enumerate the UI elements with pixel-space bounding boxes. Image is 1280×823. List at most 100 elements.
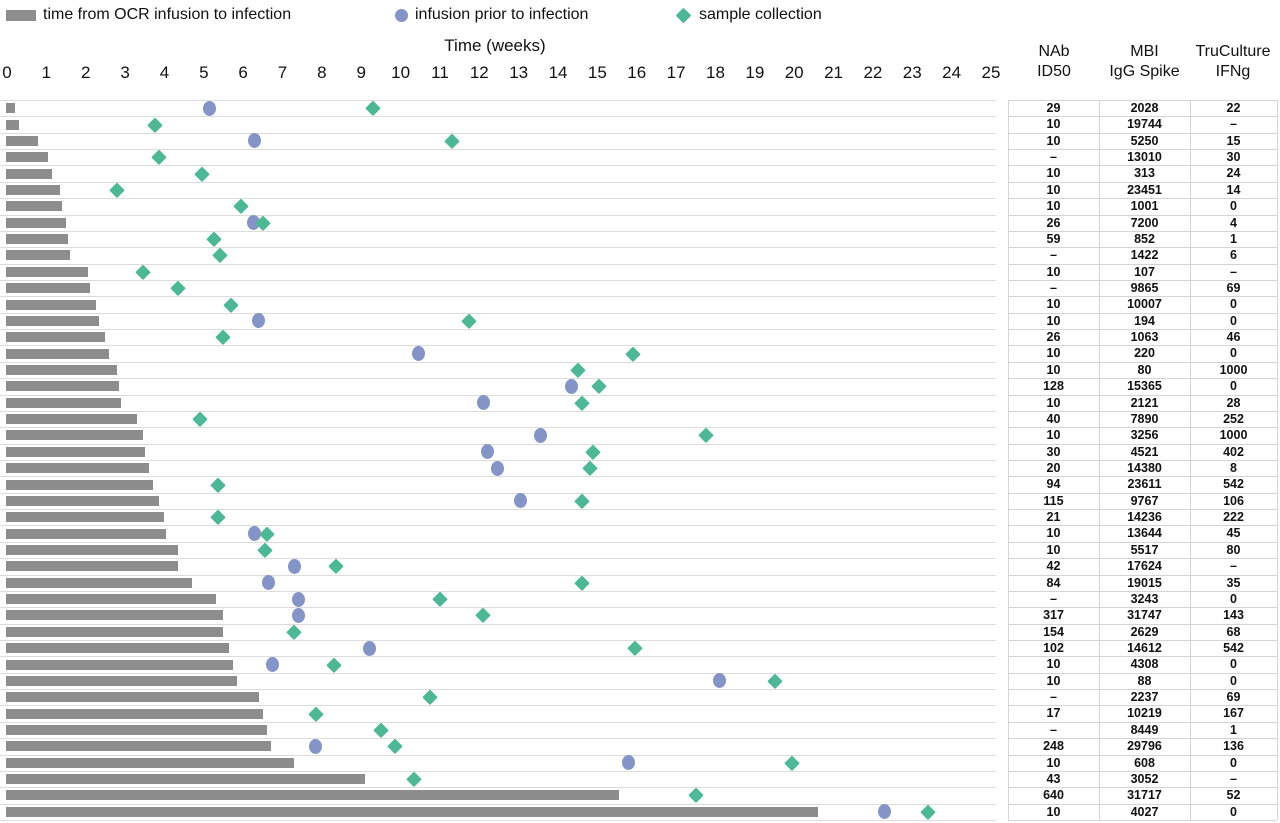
x-tick-4: 4 bbox=[159, 63, 170, 82]
truculture-ifng-value: 69 bbox=[1226, 281, 1241, 295]
table-row-line bbox=[1008, 721, 1277, 723]
gridline bbox=[0, 280, 996, 281]
sample-marker bbox=[570, 362, 586, 378]
mbi-igg-spike-value: 15365 bbox=[1127, 379, 1162, 394]
gridline bbox=[0, 705, 996, 707]
mbi-igg-spike-value: 10007 bbox=[1127, 297, 1162, 312]
sample-marker bbox=[326, 657, 342, 672]
sample-marker bbox=[135, 264, 151, 280]
gridline bbox=[0, 476, 996, 478]
nab-id50-value: 10 bbox=[1046, 755, 1061, 770]
mbi-igg-spike-value: 19015 bbox=[1127, 575, 1162, 590]
gridline bbox=[0, 738, 996, 740]
x-tick-24: 24 bbox=[942, 63, 962, 82]
nab-id50-value: 94 bbox=[1046, 477, 1061, 492]
bar-time-to-infection bbox=[6, 479, 153, 490]
truculture-ifng-value: 1000 bbox=[1219, 428, 1248, 443]
bar-time-to-infection bbox=[6, 659, 234, 670]
table-row-line bbox=[1008, 689, 1277, 691]
gridline bbox=[0, 116, 996, 118]
mbi-igg-spike-value: 4521 bbox=[1130, 444, 1159, 459]
table-row-line bbox=[1008, 607, 1277, 609]
table-header-mbi-igg-spike: MBI IgG Spike bbox=[1109, 43, 1180, 80]
gridline bbox=[0, 656, 996, 658]
sample-marker bbox=[582, 460, 597, 476]
nab-id50-value: 59 bbox=[1046, 231, 1061, 246]
mbi-igg-spike-value: 19744 bbox=[1127, 117, 1162, 132]
table-row-line bbox=[1008, 754, 1277, 756]
table-row-line bbox=[1008, 820, 1277, 822]
mbi-igg-spike-value: 852 bbox=[1134, 231, 1155, 246]
mbi-igg-spike-value: 2121 bbox=[1130, 395, 1159, 410]
gridline bbox=[0, 329, 996, 331]
table-row-line bbox=[1008, 329, 1277, 331]
nab-id50-value: – bbox=[1050, 690, 1057, 705]
gridline bbox=[0, 214, 996, 216]
table-row-line bbox=[1008, 230, 1277, 232]
table-row-line bbox=[1008, 247, 1277, 249]
legend-label-sample: sample collection bbox=[699, 6, 822, 23]
table-row-line bbox=[1008, 476, 1277, 478]
bar-time-to-infection bbox=[6, 266, 88, 277]
x-tick-18: 18 bbox=[706, 63, 725, 82]
sample-marker bbox=[475, 608, 491, 623]
bar-time-to-infection bbox=[6, 577, 192, 588]
nab-id50-value: 30 bbox=[1046, 444, 1061, 459]
truculture-ifng-value: 222 bbox=[1223, 510, 1244, 525]
table-header-nab-id50: NAb ID50 bbox=[1037, 43, 1071, 80]
truculture-ifng-value: 0 bbox=[1230, 297, 1237, 312]
truculture-ifng-value: 22 bbox=[1226, 101, 1241, 115]
bar-time-to-infection bbox=[6, 594, 216, 605]
sample-marker bbox=[586, 444, 601, 460]
nab-id50-value: – bbox=[1050, 591, 1057, 606]
gridline bbox=[0, 492, 996, 494]
bar-time-to-infection bbox=[6, 299, 96, 310]
truculture-ifng-value: 45 bbox=[1226, 526, 1241, 541]
truculture-ifng-value: 1 bbox=[1230, 722, 1237, 737]
mbi-igg-spike-value: 608 bbox=[1134, 755, 1155, 770]
gridline bbox=[0, 181, 996, 183]
infusion-marker bbox=[248, 526, 262, 542]
truculture-ifng-value: 15 bbox=[1226, 133, 1241, 148]
gridline bbox=[0, 427, 996, 429]
table-row-line bbox=[1008, 427, 1277, 429]
nab-id50-value: 84 bbox=[1046, 575, 1061, 590]
truculture-ifng-value: 68 bbox=[1226, 624, 1241, 639]
sample-marker bbox=[109, 182, 125, 198]
mbi-igg-spike-value: 31717 bbox=[1127, 788, 1162, 803]
nab-id50-value: 20 bbox=[1046, 461, 1061, 475]
sample-marker bbox=[216, 329, 231, 345]
sample-marker bbox=[698, 428, 714, 443]
nab-id50-value: 10 bbox=[1046, 428, 1061, 443]
x-tick-6: 6 bbox=[238, 63, 248, 82]
table-row-line bbox=[1008, 623, 1277, 625]
sample-marker bbox=[151, 149, 166, 165]
mbi-igg-spike-value: 7890 bbox=[1130, 411, 1159, 426]
nab-id50-value: 154 bbox=[1043, 624, 1064, 639]
table-column-line-1 bbox=[1099, 100, 1100, 820]
mbi-igg-spike-value: 13010 bbox=[1127, 150, 1162, 165]
table-row-line bbox=[1008, 263, 1277, 265]
bar-time-to-infection bbox=[6, 135, 39, 146]
bar-time-to-infection bbox=[6, 512, 165, 523]
nab-id50-value: 26 bbox=[1046, 215, 1061, 230]
sample-marker bbox=[574, 493, 590, 509]
table-row-line bbox=[1008, 132, 1277, 134]
mbi-igg-spike-value: 8449 bbox=[1130, 722, 1159, 737]
x-tick-9: 9 bbox=[356, 63, 366, 82]
sample-marker bbox=[373, 722, 389, 738]
sample-marker bbox=[210, 477, 225, 492]
x-tick-25: 25 bbox=[981, 63, 1001, 82]
mbi-igg-spike-value: 3052 bbox=[1130, 771, 1159, 786]
x-tick-19: 19 bbox=[745, 63, 765, 82]
truculture-ifng-value: 1000 bbox=[1219, 362, 1248, 377]
table-row-line bbox=[1008, 345, 1277, 347]
table-row-line bbox=[1008, 574, 1277, 576]
gridline bbox=[0, 558, 996, 560]
bar-time-to-infection bbox=[6, 414, 137, 425]
sample-marker bbox=[574, 575, 590, 591]
sample-marker bbox=[233, 198, 249, 214]
sample-marker bbox=[259, 526, 275, 542]
mbi-igg-spike-value: 88 bbox=[1137, 673, 1152, 688]
infusion-marker bbox=[411, 346, 425, 362]
